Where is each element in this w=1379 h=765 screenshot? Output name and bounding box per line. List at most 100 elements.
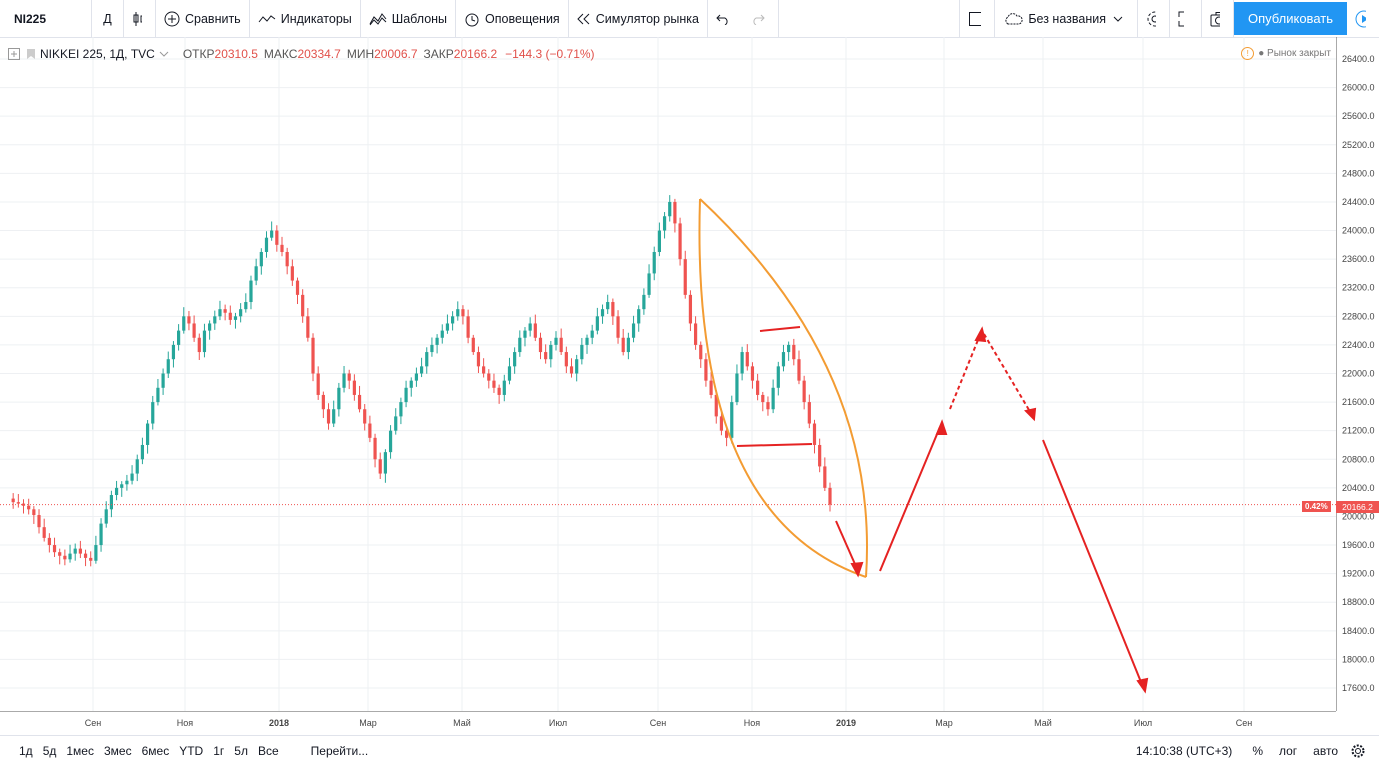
replay-label: Симулятор рынка [595, 11, 699, 26]
range-1y[interactable]: 1г [213, 743, 225, 758]
candle-body [352, 380, 356, 395]
candle-body [440, 330, 444, 338]
publish-video-button[interactable] [1347, 0, 1379, 37]
percent-toggle[interactable]: % [1252, 743, 1263, 758]
candle-body [378, 459, 382, 474]
time-tick-label: Мар [359, 718, 377, 728]
candle-body [89, 557, 93, 561]
candle-body [368, 423, 372, 438]
indicators-label: Индикаторы [280, 11, 352, 26]
low-label: МИН [346, 47, 375, 61]
price-tick-label: 25600.0 [1342, 111, 1375, 121]
log-toggle[interactable]: лог [1278, 743, 1298, 758]
clock[interactable]: 14:10:38 (UTC+3) [1135, 743, 1233, 758]
alarm-clock-icon [465, 13, 479, 26]
time-tick-label: Сен [650, 718, 667, 728]
time-tick-label: Ноя [177, 718, 194, 728]
indicators-button[interactable]: Индикаторы [250, 0, 361, 37]
candle-body [538, 337, 543, 353]
publish-button[interactable]: Опубликовать [1233, 2, 1347, 35]
compare-button[interactable]: Сравнить [156, 0, 250, 37]
range-1d[interactable]: 1д [19, 743, 33, 758]
candle-body [218, 309, 222, 317]
price-tick-label: 17600.0 [1342, 683, 1375, 693]
candle-body [616, 316, 620, 338]
range-ytd[interactable]: YTD [179, 743, 204, 758]
candle-body [47, 537, 51, 546]
time-tick-label: 2018 [269, 718, 289, 728]
redo-button[interactable] [743, 0, 779, 37]
time-tick-label: Мар [935, 718, 953, 728]
layout-name-button[interactable]: Без названия [995, 0, 1138, 37]
price-tick-label: 20000.0 [1342, 511, 1375, 521]
candle-body [637, 309, 641, 324]
candle-body [466, 316, 470, 338]
candle-body [569, 366, 574, 374]
undo-button[interactable] [708, 0, 743, 37]
candle-body [683, 259, 687, 295]
close-label: ЗАКР [423, 47, 454, 61]
flag-icon[interactable] [26, 48, 36, 60]
chart-legend: NIKKEI 225, 1Д, TVC ОТКР 20310.5 МАКС 2033… [8, 47, 595, 61]
candle-body [812, 423, 817, 445]
range-5y[interactable]: 5л [234, 743, 248, 758]
range-6m[interactable]: 6мес [141, 743, 170, 758]
replay-button[interactable]: Симулятор рынка [569, 0, 708, 37]
plus-circle-icon [164, 11, 180, 26]
snapshot-button[interactable] [1202, 0, 1234, 37]
layout-name-label: Без названия [1028, 11, 1106, 26]
down-arrow-dashed [983, 333, 1033, 416]
range-all[interactable]: Все [257, 743, 279, 758]
legend-chevron-icon[interactable] [159, 50, 169, 58]
change-value: −144.3 (−0.71%) [505, 47, 595, 61]
candle-body [445, 323, 450, 331]
candle-body [208, 323, 212, 331]
candle-body [197, 337, 201, 353]
candle-body [678, 223, 682, 260]
candle-body [590, 330, 594, 338]
interval-button[interactable]: Д [92, 0, 124, 37]
expand-plus-icon[interactable] [8, 48, 20, 60]
candle-body [642, 294, 646, 310]
range-3m[interactable]: 3мес [103, 743, 132, 758]
chart-type-button[interactable] [124, 0, 156, 37]
gear-icon[interactable] [1351, 744, 1365, 758]
candle-body [595, 316, 599, 331]
candle-body [94, 545, 98, 561]
time-tick-label: Май [1034, 718, 1052, 728]
candle-body [239, 309, 243, 317]
price-ticks: 26400.0 26000.0 25600.0 25200.0 24800.0 24400… [1342, 54, 1375, 693]
candle-body [482, 366, 486, 374]
symbol-search[interactable]: NI225 [0, 0, 92, 37]
fullscreen-button[interactable] [1170, 0, 1202, 37]
candle-body [828, 487, 832, 505]
templates-button[interactable]: Шаблоны [361, 0, 457, 37]
select-layout-button[interactable] [959, 0, 996, 37]
down-arrow-1 [835, 520, 859, 572]
candle-body [290, 266, 294, 281]
candle-body [321, 394, 325, 410]
price-axis[interactable]: 26400.0 26000.0 25600.0 25200.0 24800.0 24400… [1336, 37, 1379, 711]
price-tick-label: 18800.0 [1342, 597, 1375, 607]
candle-body [233, 316, 238, 320]
goto-button[interactable]: Перейти... [310, 743, 369, 758]
price-tick-label: 23600.0 [1342, 254, 1375, 264]
compare-label: Сравнить [185, 11, 241, 26]
open-value: 20310.5 [214, 47, 258, 61]
candle-body [533, 323, 537, 338]
candle-body [99, 523, 103, 546]
alerts-button[interactable]: Оповещения [456, 0, 569, 37]
candle-body [766, 402, 770, 410]
range-5d[interactable]: 5д [42, 743, 57, 758]
candle-body [109, 495, 113, 510]
play-circle-icon [1355, 10, 1366, 27]
range-1m[interactable]: 1мес [66, 743, 94, 758]
price-chart[interactable] [0, 37, 1336, 711]
time-axis[interactable]: Сен Ноя 2018 Мар Май Июл Сен Ноя 2019 Мар Май Июл Се… [0, 711, 1336, 735]
support-line [736, 443, 813, 447]
auto-toggle[interactable]: авто [1313, 743, 1338, 758]
candle-body [714, 394, 718, 417]
settings-button[interactable] [1138, 0, 1170, 37]
price-tick-label: 24800.0 [1342, 168, 1375, 178]
candle-body [120, 484, 124, 488]
